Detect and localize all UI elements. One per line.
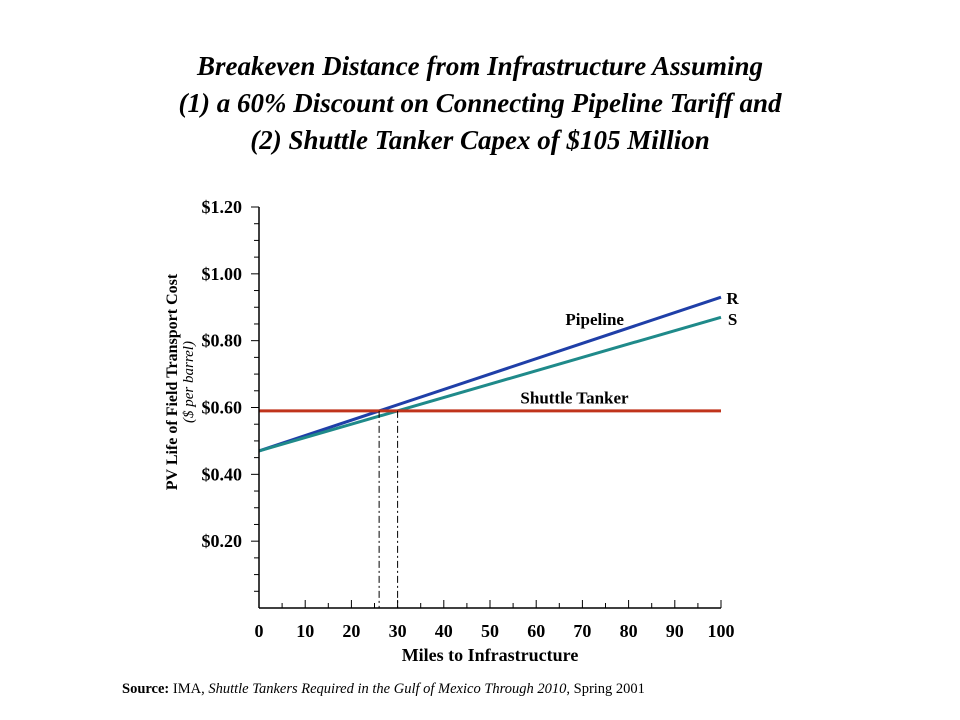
- y-axis-units: ($ per barrel): [181, 341, 197, 423]
- y-tick-label: $0.40: [202, 464, 243, 484]
- source-org: IMA,: [172, 681, 205, 697]
- axes: [251, 206, 722, 609]
- labels: 0 10 20 30 40 50 60 70 80 90 100 $0.20 $0.40 $0.60 $0.…: [164, 197, 739, 665]
- x-tick-label: 70: [573, 621, 591, 641]
- series-line-s: [258, 315, 722, 453]
- x-tick-label: 90: [666, 621, 684, 641]
- series-line-r: [258, 295, 722, 453]
- y-axis-title: PV Life of Field Transport Cost: [164, 273, 181, 490]
- title-line-1: Breakeven Distance from Infrastructure A…: [196, 51, 764, 81]
- annotation-r: R: [726, 289, 739, 308]
- plot-lines: [258, 295, 722, 608]
- x-tick-label: 80: [620, 621, 638, 641]
- y-tick-label: $0.60: [202, 398, 243, 418]
- x-tick-label: 100: [708, 621, 735, 641]
- x-tick-label: 50: [481, 621, 499, 641]
- x-tick-label: 0: [255, 621, 264, 641]
- source-date: , Spring 2001: [566, 681, 645, 697]
- x-tick-label: 20: [342, 621, 360, 641]
- annotation-s: S: [728, 310, 737, 329]
- y-tick-label: $1.00: [202, 264, 243, 284]
- x-tick-label: 40: [435, 621, 453, 641]
- x-tick-label: 30: [389, 621, 407, 641]
- chart-title: Breakeven Distance from Infrastructure A…: [40, 48, 920, 159]
- x-tick-label: 60: [527, 621, 545, 641]
- source-label: Source:: [122, 681, 170, 697]
- x-tick-label: 10: [296, 621, 314, 641]
- title-line-3: (2) Shuttle Tanker Capex of $105 Million: [250, 125, 710, 155]
- title-line-2: (1) a 60% Discount on Connecting Pipelin…: [178, 88, 782, 118]
- y-tick-label: $0.20: [202, 531, 243, 551]
- y-tick-label: $0.80: [202, 331, 243, 351]
- annotation-shuttle-tanker: Shuttle Tanker: [520, 388, 629, 407]
- source-publication: Shuttle Tankers Required in the Gulf of …: [208, 681, 567, 697]
- y-tick-label: $1.20: [202, 197, 243, 217]
- x-axis-title: Miles to Infrastructure: [402, 645, 579, 665]
- annotation-pipeline: Pipeline: [565, 310, 624, 329]
- source-note: Source: IMA, Shuttle Tankers Required in…: [122, 681, 645, 698]
